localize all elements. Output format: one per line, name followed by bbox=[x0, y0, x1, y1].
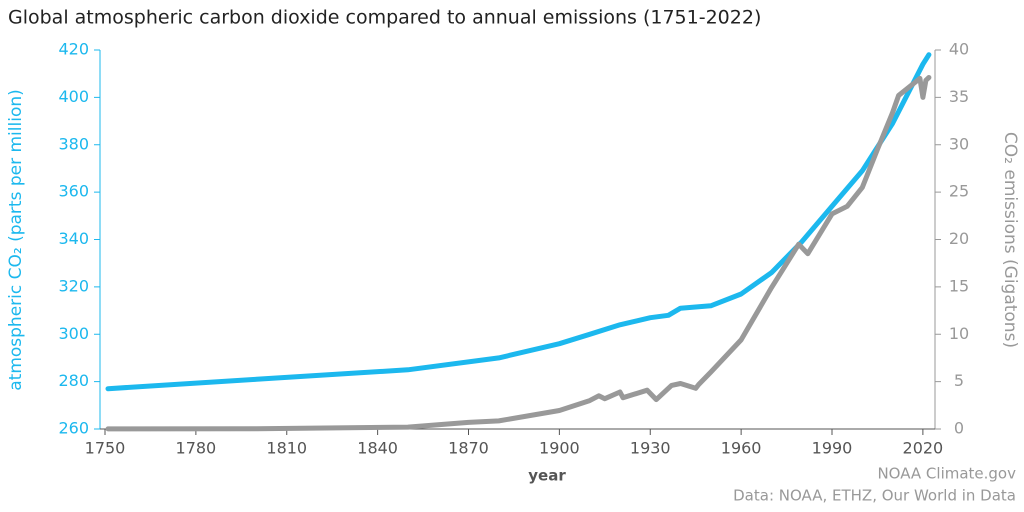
y-tick-label: 380 bbox=[58, 134, 89, 153]
y2-axis-label: CO₂ emissions (Gigatons) bbox=[1000, 132, 1020, 348]
y-tick-label: 300 bbox=[58, 324, 89, 343]
series-line bbox=[105, 52, 932, 392]
x-tick-label: 1960 bbox=[721, 439, 762, 458]
x-tick-label: 1990 bbox=[812, 439, 853, 458]
y-axis-label: atmospheric CO₂ (parts per million) bbox=[6, 89, 26, 391]
x-tick-label: 1780 bbox=[176, 439, 217, 458]
x-tick-label: 1840 bbox=[357, 439, 398, 458]
y2-tick-label: 5 bbox=[954, 371, 964, 390]
x-tick-label: 2020 bbox=[903, 439, 944, 458]
y2-tick-label: 30 bbox=[949, 134, 969, 153]
x-axis-label: year bbox=[528, 467, 566, 485]
credit: NOAA Climate.gov bbox=[877, 465, 1016, 483]
chart-title: Global atmospheric carbon dioxide compar… bbox=[8, 7, 761, 29]
y-tick-label: 340 bbox=[58, 229, 89, 248]
y2-tick-label: 40 bbox=[949, 40, 969, 59]
y-tick-label: 260 bbox=[58, 419, 89, 438]
series-line bbox=[105, 75, 932, 432]
x-tick-label: 1870 bbox=[448, 439, 489, 458]
y2-tick-label: 35 bbox=[949, 87, 969, 106]
x-tick-label: 1900 bbox=[539, 439, 580, 458]
y2-tick-label: 0 bbox=[954, 419, 964, 438]
x-tick-label: 1930 bbox=[630, 439, 671, 458]
y2-tick-label: 15 bbox=[949, 276, 969, 295]
x-tick-label: 1750 bbox=[85, 439, 126, 458]
y-tick-label: 280 bbox=[58, 371, 89, 390]
y-tick-label: 420 bbox=[58, 40, 89, 59]
y2-tick-label: 25 bbox=[949, 182, 969, 201]
x-tick-label: 1810 bbox=[266, 439, 307, 458]
credit: Data: NOAA, ETHZ, Our World in Data bbox=[733, 487, 1016, 505]
y2-tick-label: 10 bbox=[949, 324, 969, 343]
y-tick-label: 320 bbox=[58, 276, 89, 295]
y2-tick-label: 20 bbox=[949, 229, 969, 248]
y-tick-label: 360 bbox=[58, 182, 89, 201]
y-tick-label: 400 bbox=[58, 87, 89, 106]
